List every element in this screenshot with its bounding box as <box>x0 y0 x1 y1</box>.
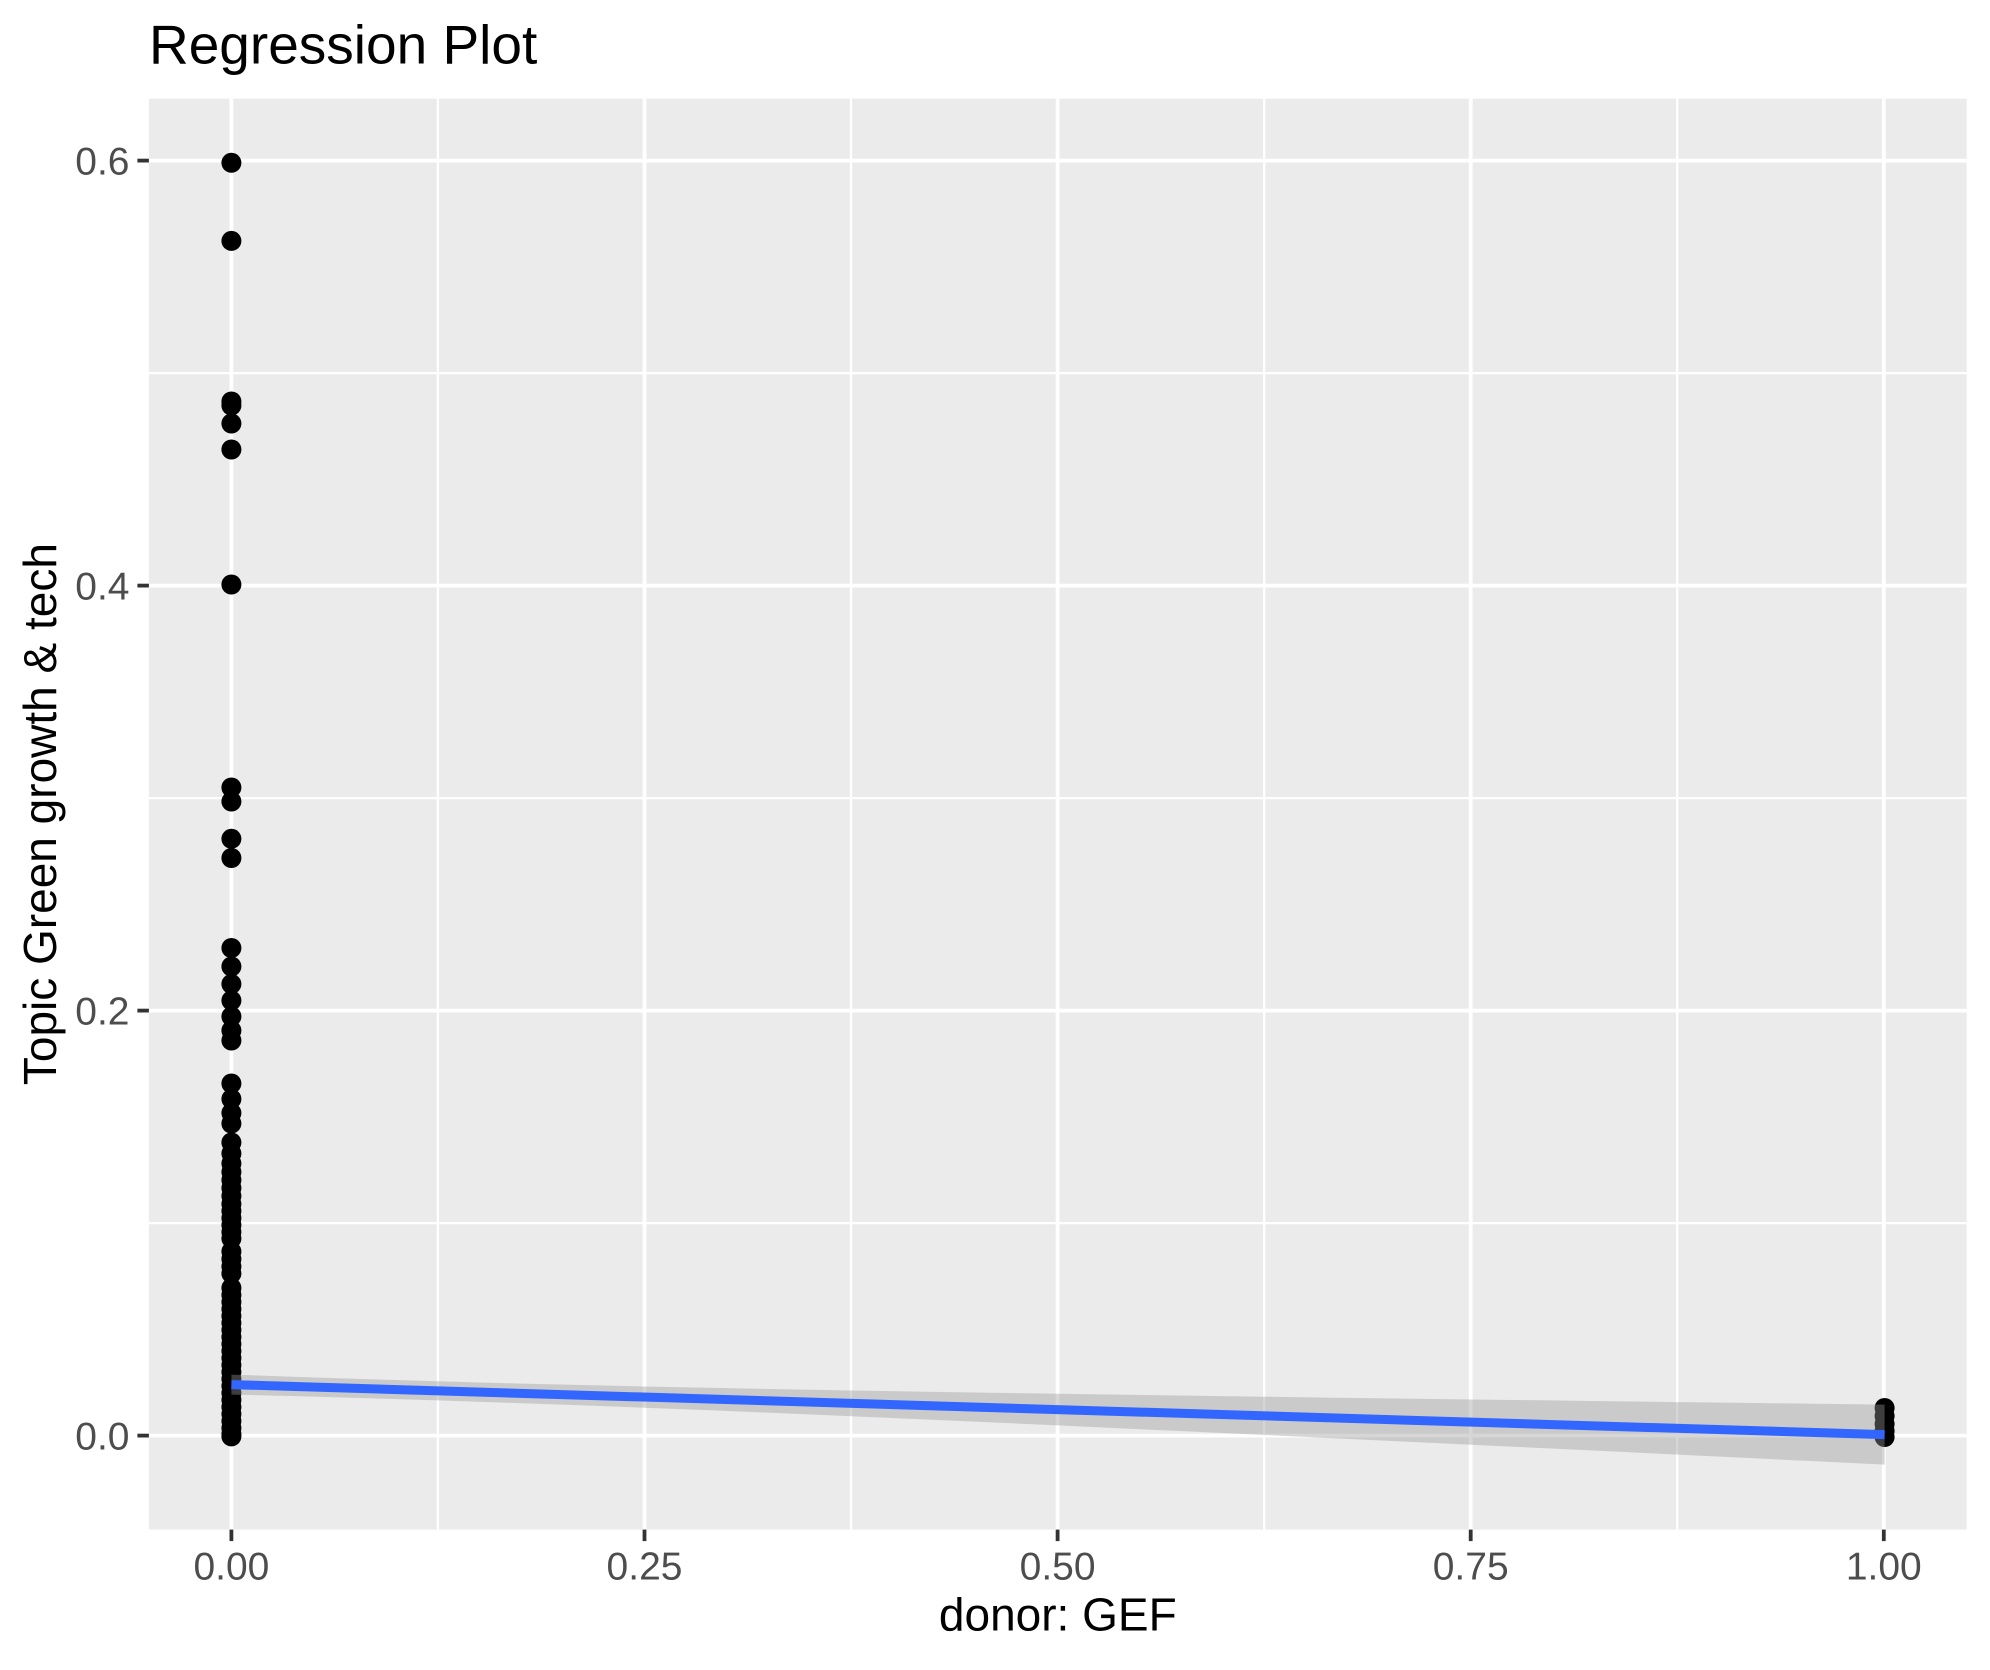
svg-text:0.4: 0.4 <box>75 565 129 608</box>
svg-text:0.75: 0.75 <box>1433 1546 1509 1589</box>
svg-text:0.6: 0.6 <box>75 140 129 183</box>
svg-text:0.2: 0.2 <box>75 990 129 1033</box>
svg-text:donor: GEF: donor: GEF <box>939 1589 1177 1641</box>
svg-text:0.0: 0.0 <box>75 1415 129 1458</box>
svg-text:0.25: 0.25 <box>607 1546 683 1589</box>
svg-text:0.00: 0.00 <box>193 1546 269 1589</box>
svg-text:1.00: 1.00 <box>1846 1546 1922 1589</box>
svg-text:Regression Plot: Regression Plot <box>149 14 537 76</box>
svg-text:0.50: 0.50 <box>1020 1546 1096 1589</box>
svg-text:Topic Green growth & tech: Topic Green growth & tech <box>14 543 66 1085</box>
